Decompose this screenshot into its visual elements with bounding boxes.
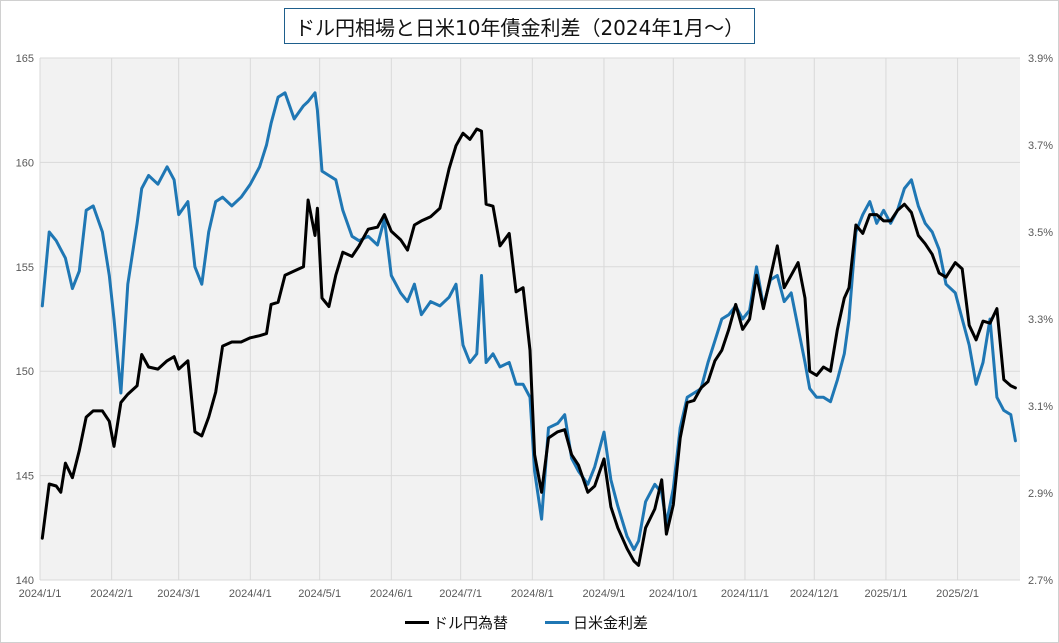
right-axis-tick-labels: 2.7% 2.9% 3.1% 3.3% 3.5% 3.7% 3.9% [1028, 53, 1053, 587]
x-tick-label: 2024/3/1 [157, 588, 200, 600]
left-tick-label: 145 [16, 471, 34, 483]
series-lines [40, 91, 1017, 567]
legend-item-usdjpy: ドル円為替 [405, 612, 508, 633]
x-tick-label: 2024/2/1 [90, 588, 133, 600]
left-tick-label: 155 [16, 262, 34, 274]
x-tick-label: 2025/2/1 [936, 588, 979, 600]
left-tick-label: 165 [16, 53, 34, 65]
left-tick-label: 140 [16, 575, 34, 587]
x-tick-label: 2024/8/1 [511, 588, 554, 600]
left-tick-label: 150 [16, 366, 34, 378]
x-axis-tick-labels: 2024/1/1 2024/2/1 2024/3/1 2024/4/1 2024/5/1… [19, 588, 979, 600]
left-tick-label: 160 [16, 157, 34, 169]
right-tick-label: 3.7% [1028, 140, 1053, 152]
x-tick-label: 2024/7/1 [439, 588, 482, 600]
right-tick-label: 3.9% [1028, 53, 1053, 65]
series-line-usdjpy [40, 127, 1017, 567]
legend-item-spread: 日米金利差 [545, 612, 648, 633]
legend-swatch-spread [545, 621, 569, 624]
chart-title: ドル円相場と日米10年債金利差（2024年1月～） [284, 8, 756, 44]
left-axis-tick-labels: 140 145 150 155 160 165 [16, 53, 34, 587]
x-tick-label: 2024/4/1 [229, 588, 272, 600]
x-tick-label: 2024/1/1 [19, 588, 62, 600]
x-tick-label: 2024/11/1 [721, 588, 769, 600]
x-tick-label: 2024/6/1 [370, 588, 413, 600]
plot-area [40, 58, 1020, 580]
x-tick-label: 2025/1/1 [865, 588, 908, 600]
right-tick-label: 3.5% [1028, 227, 1053, 239]
right-tick-label: 3.3% [1028, 314, 1053, 326]
legend-label-usdjpy: ドル円為替 [433, 614, 509, 632]
x-tick-label: 2024/9/1 [583, 588, 626, 600]
legend-label-spread: 日米金利差 [573, 614, 649, 632]
right-tick-label: 2.9% [1028, 488, 1053, 500]
legend-swatch-usdjpy [405, 621, 429, 624]
x-tick-label: 2024/5/1 [298, 588, 341, 600]
x-tick-label: 2024/12/1 [790, 588, 839, 600]
right-tick-label: 3.1% [1028, 401, 1053, 413]
x-tick-label: 2024/10/1 [649, 588, 698, 600]
right-tick-label: 2.7% [1028, 575, 1053, 587]
